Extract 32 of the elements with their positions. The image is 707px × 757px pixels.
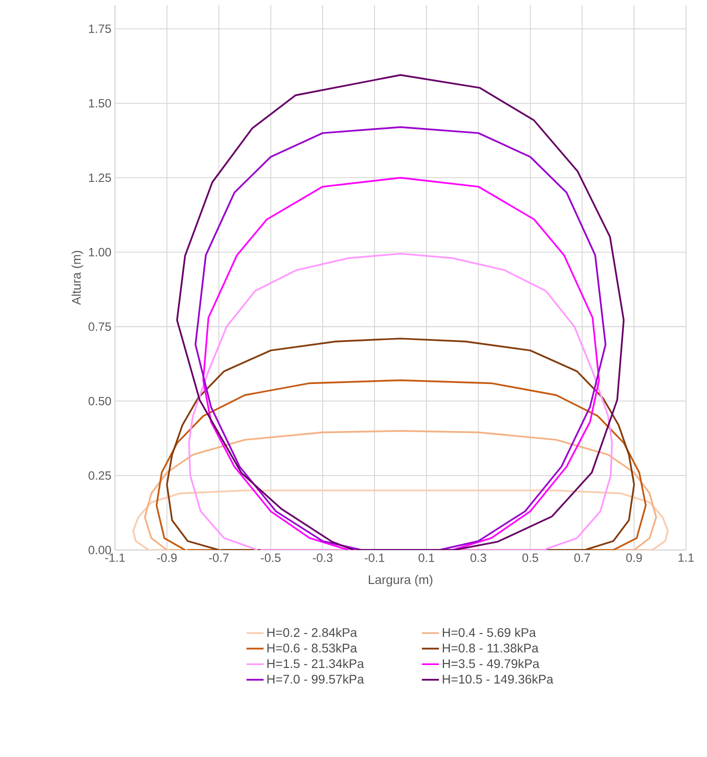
x-tick-label: 0.1: [418, 554, 434, 562]
x-tick-label: -0.9: [157, 554, 177, 562]
legend-label: H=0.8 - 11.38kPa: [442, 643, 539, 653]
x-tick-label: -1.1: [105, 554, 125, 562]
x-tick-label: 0.5: [522, 554, 538, 562]
legend-label: H=10.5 - 149.36kPa: [442, 674, 554, 684]
y-tick-label: 0.75: [88, 322, 111, 331]
legend-label: H=0.6 - 8.53kPa: [267, 643, 358, 653]
y-axis-title: Altura (m): [72, 250, 84, 305]
x-tick-label: -0.1: [364, 554, 384, 562]
x-axis-title: Largura (m): [368, 574, 432, 587]
x-tick-label: 0.3: [470, 554, 486, 562]
x-tick-label: 1.1: [678, 554, 694, 562]
y-tick-label: 0.25: [88, 471, 111, 480]
x-tick-label: -0.3: [312, 554, 332, 562]
line-series: [176, 74, 625, 550]
x-tick-label: -0.7: [209, 554, 229, 562]
legend-label: H=0.4 - 5.69 kPa: [442, 628, 536, 637]
x-tick-label: 0.7: [574, 554, 590, 562]
legend-label: H=3.5 - 49.79kPa: [442, 658, 540, 668]
y-tick-label: 1.00: [89, 248, 112, 256]
legend-label: H=1.5 - 21.34kPa: [267, 658, 364, 668]
y-tick-label: 1.50: [89, 99, 112, 108]
y-tick-label: 0.50: [88, 396, 112, 406]
line-series: [188, 252, 613, 550]
x-tick-label: -0.5: [260, 554, 281, 562]
legend-label: H=0.2 - 2.84kPa: [267, 628, 358, 637]
y-tick-label: 1.25: [89, 173, 111, 182]
x-tick-label: 0.9: [626, 554, 642, 562]
legend-label: H=7.0 - 99.57kPa: [267, 674, 364, 684]
y-tick-label: 1.75: [89, 24, 111, 33]
y-tick-label: 0.00: [88, 546, 112, 554]
